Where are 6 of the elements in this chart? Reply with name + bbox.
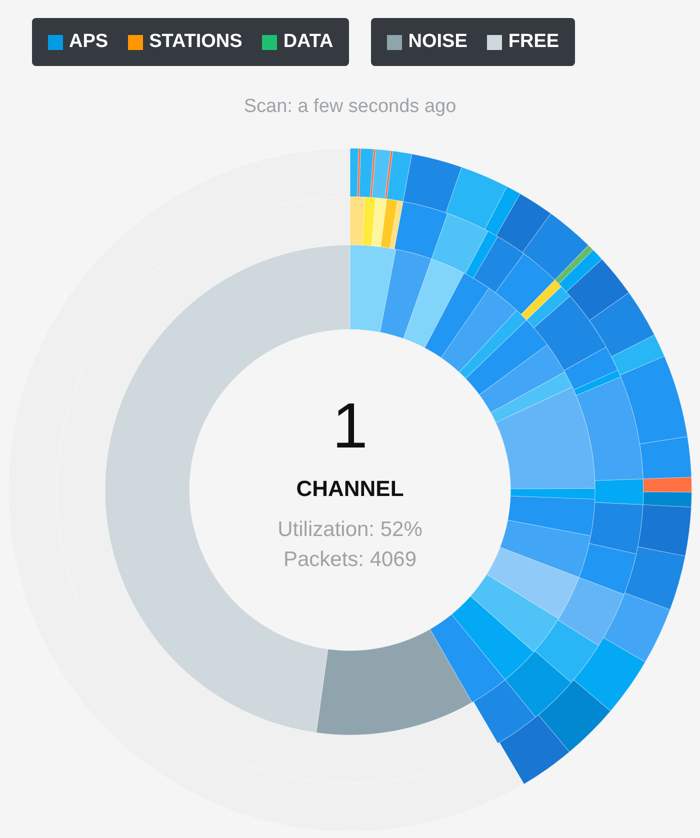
text: DATA [283,31,334,53]
text: NOISE [408,31,468,53]
text: FREE [508,31,560,53]
text: STATIONS [149,31,242,53]
text: APS [69,31,108,53]
chart-subtitle: Scan: a few seconds ago [242,96,458,118]
